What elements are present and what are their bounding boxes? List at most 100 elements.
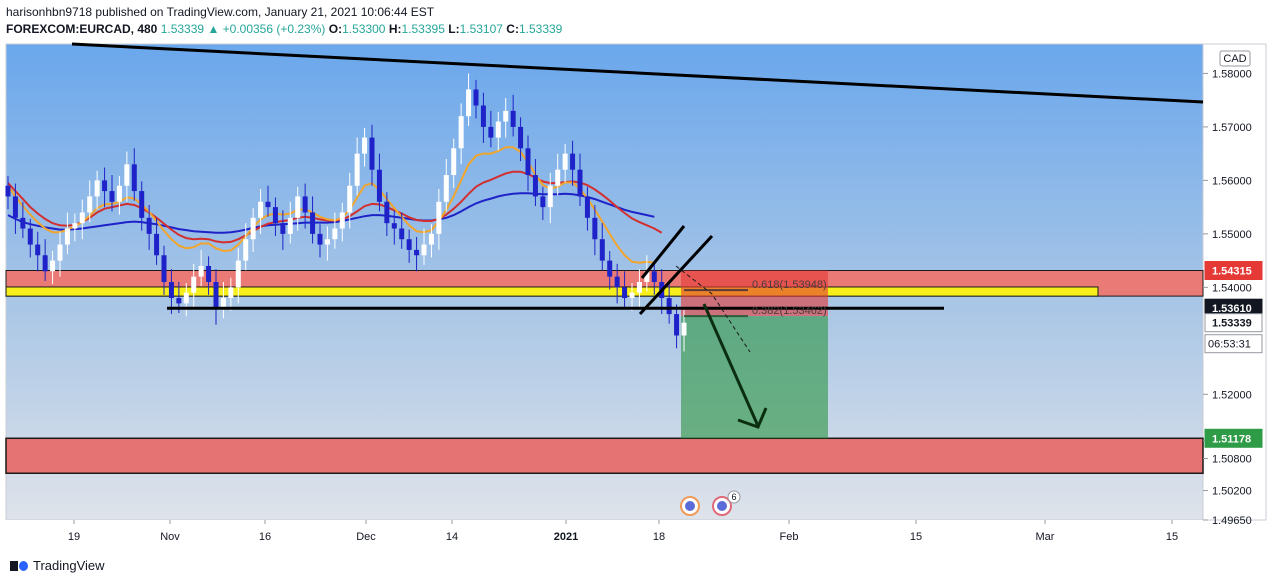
candle-body — [213, 282, 219, 309]
target-arrow-head — [737, 407, 768, 429]
price-tick-label: 1.54000 — [1212, 282, 1252, 294]
candle-body — [547, 185, 553, 208]
symbol-ohlc-line: FOREXCOM:EURCAD, 480 1.53339 ▲ +0.00356 … — [6, 21, 562, 38]
candle-body — [480, 105, 486, 127]
symbol: FOREXCOM:EURCAD, 480 — [6, 22, 158, 36]
candle-body — [666, 298, 672, 315]
candle-body — [518, 126, 524, 149]
price-tick-label: 1.58000 — [1212, 68, 1252, 80]
candle-body — [428, 233, 434, 245]
candle-body — [488, 126, 494, 138]
candle-body — [629, 292, 635, 299]
candle-body — [183, 292, 189, 304]
candle-body — [584, 196, 590, 218]
high-value: 1.53395 — [401, 22, 445, 36]
economic-event-icon[interactable] — [685, 501, 695, 511]
candle-body — [599, 239, 605, 261]
candle-body — [64, 228, 70, 245]
candle-body — [176, 298, 182, 304]
price-axis-badge-text: 1.53339 — [1212, 318, 1252, 330]
fib-label: 0.618(1.53948) — [752, 279, 827, 291]
low-label: L: — [448, 22, 460, 36]
candle-body — [622, 287, 628, 299]
candle-body — [116, 185, 122, 202]
support-zone — [5, 437, 1204, 475]
candle-body — [131, 164, 137, 192]
candle-body — [369, 137, 375, 170]
candle-body — [94, 180, 100, 197]
candle-body — [35, 244, 41, 256]
candle-body — [235, 260, 241, 288]
candle-body — [614, 276, 620, 288]
candle-body — [466, 89, 472, 117]
price-axis-badge — [1204, 313, 1263, 333]
candle-body — [674, 314, 680, 336]
channel-line — [640, 225, 686, 279]
candle-body — [324, 239, 330, 245]
time-tick-label: Dec — [356, 531, 376, 543]
publisher-line: harisonhbn9718 published on TradingView.… — [6, 5, 435, 19]
candle-body — [139, 191, 145, 218]
candle-body — [473, 89, 479, 106]
candle-body — [206, 265, 212, 282]
candle-body — [12, 196, 18, 218]
candle-body — [607, 260, 613, 277]
price-axis-badge — [1204, 428, 1263, 448]
candle-body — [191, 276, 197, 293]
tradingview-logo-icon — [10, 559, 28, 573]
high-label: H: — [388, 22, 402, 36]
candle-body — [562, 153, 568, 170]
candle-body — [154, 233, 160, 256]
price-axis-badge-text: 1.54315 — [1212, 266, 1252, 278]
time-tick-label: 2021 — [554, 531, 578, 543]
event-count: 6 — [731, 492, 736, 502]
candle-body — [443, 175, 449, 202]
currency-badge-label: CAD — [1223, 53, 1246, 65]
target-arrow — [702, 303, 760, 427]
candle-body — [265, 201, 271, 208]
candle-body — [42, 255, 48, 272]
candle-body — [651, 271, 657, 282]
price-axis-badge-text: 1.53610 — [1212, 303, 1252, 315]
candle-body — [57, 244, 63, 261]
economic-event-icon[interactable] — [717, 501, 727, 511]
candle-body — [332, 228, 338, 240]
price-change: ▲ +0.00356 (+0.23%) — [207, 22, 326, 36]
candle-body — [146, 217, 152, 234]
candle-body — [414, 249, 420, 256]
candle-body — [376, 169, 382, 202]
candle-body — [495, 121, 501, 138]
candle-body — [198, 265, 204, 277]
time-tick-label: 15 — [910, 531, 922, 543]
candle-body — [79, 212, 85, 224]
candle-body — [570, 153, 576, 170]
candle-body — [310, 212, 316, 234]
candle-body — [592, 217, 598, 240]
moving-average-line — [7, 146, 655, 264]
candle-body — [421, 244, 427, 256]
candle-body — [451, 148, 457, 176]
time-tick-label: Nov — [160, 531, 180, 543]
candle-body — [384, 201, 390, 224]
candle-body — [391, 223, 397, 229]
candle-body — [50, 260, 56, 272]
candle-body — [354, 153, 360, 186]
brand-text: TradingView — [33, 558, 105, 573]
candle-body — [272, 207, 278, 224]
fib-label: 0.382(1.53462) — [752, 305, 827, 317]
price-tick-label: 1.50800 — [1212, 453, 1252, 465]
time-tick-label: Feb — [780, 531, 799, 543]
candle-body — [27, 228, 33, 245]
candle-body — [339, 212, 345, 229]
events-icons[interactable]: 6 — [680, 490, 741, 516]
bar-countdown-badge — [1204, 334, 1263, 354]
candle-body — [168, 282, 174, 299]
candle-body — [124, 164, 130, 186]
price-tick-label: 1.52000 — [1212, 389, 1252, 401]
time-tick-label: 16 — [259, 531, 271, 543]
tradingview-footer[interactable]: TradingView — [10, 558, 105, 573]
price-axis-badge — [1204, 261, 1263, 281]
candle-body — [681, 322, 687, 336]
channel-line — [638, 234, 714, 316]
